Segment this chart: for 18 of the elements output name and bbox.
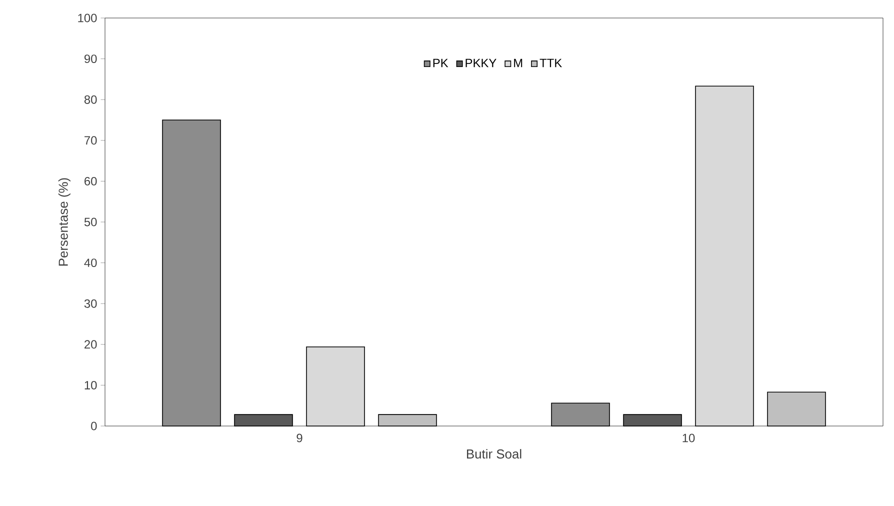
y-tick-label: 50 [84, 218, 97, 226]
y-tick-label: 60 [84, 176, 97, 186]
legend-label: PKKY [466, 58, 496, 68]
x-axis-title: Butir Soal [466, 449, 522, 459]
x-tick-label: 9 [296, 434, 302, 442]
legend-label: TTK [540, 58, 562, 68]
y-tick-label: 40 [84, 258, 97, 268]
y-tick-label: 0 [91, 422, 97, 430]
y-tick-label: 90 [84, 54, 97, 64]
y-tick-label: 20 [84, 340, 97, 349]
y-tick-label: 30 [84, 299, 97, 308]
legend-label: PK [433, 58, 448, 68]
y-tick-label: 70 [84, 136, 97, 145]
y-tick-label: 80 [84, 95, 97, 104]
legend-label: M [514, 58, 522, 68]
y-axis-title: Persentase (%) [58, 178, 70, 266]
y-tick-label: 10 [84, 380, 97, 390]
y-tick-label: 100 [78, 14, 97, 22]
